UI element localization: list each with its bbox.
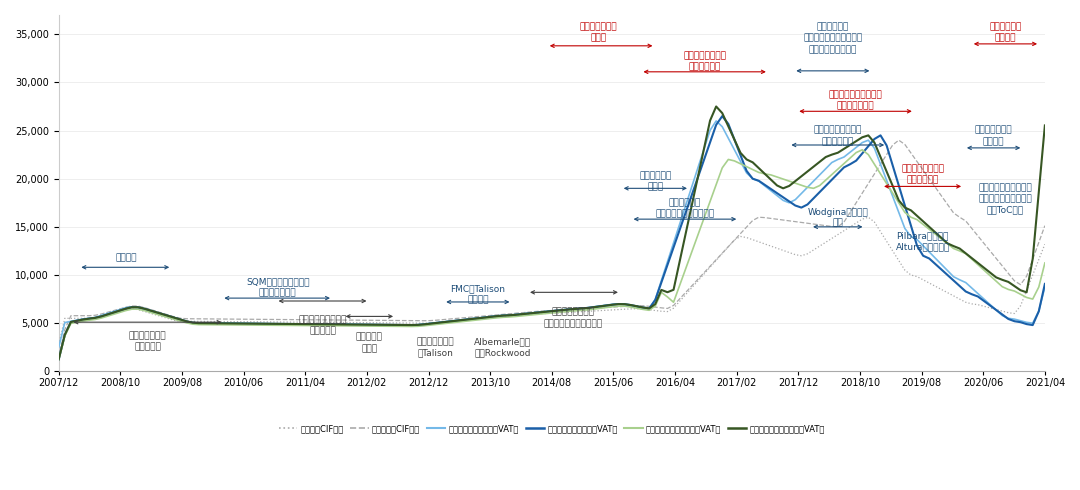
Text: 海外资源商涨价、国
内供给不足: 海外资源商涨价、国 内供给不足 bbox=[299, 316, 347, 336]
Text: 以玻陶、润滑脂
为需求主体: 以玻陶、润滑脂 为需求主体 bbox=[129, 331, 166, 351]
Text: 锂精矿供给实
质性短缺: 锂精矿供给实 质性短缺 bbox=[989, 23, 1022, 43]
Text: 金融危机: 金融危机 bbox=[116, 254, 136, 263]
Text: 疫情导致南美盐湖
产能投放延后: 疫情导致南美盐湖 产能投放延后 bbox=[901, 164, 944, 184]
Text: 电池级氢氧化锂享有高
溢价但快速收窄: 电池级氢氧化锂享有高 溢价但快速收窄 bbox=[828, 90, 882, 110]
Text: Pilbara宣布收购
Altura（已完成）: Pilbara宣布收购 Altura（已完成） bbox=[895, 232, 949, 252]
Legend: 碳酸锂，CIF欧洲, 氢氧化锂，CIF欧洲, 中国工业级碳酸锂（含VAT）, 中国电池级碳酸锂（含VAT）, 中国工业级氢氧化锂（含VAT）, 中国电池级氢氧化: 碳酸锂，CIF欧洲, 氢氧化锂，CIF欧洲, 中国工业级碳酸锂（含VAT）, 中… bbox=[275, 421, 828, 437]
Text: SQM开拓中国市场，中
国盐湖商去库存: SQM开拓中国市场，中 国盐湖商去库存 bbox=[246, 277, 309, 297]
Text: 锂精矿供给实质
性短缺: 锂精矿供给实质 性短缺 bbox=[579, 23, 617, 43]
Text: 电池消费进
入旺季: 电池消费进 入旺季 bbox=[356, 333, 382, 353]
Text: 天齐锂业完成收
购Talison: 天齐锂业完成收 购Talison bbox=[417, 338, 455, 358]
Text: FMC、Talison
开始涨价: FMC、Talison 开始涨价 bbox=[450, 285, 505, 305]
Text: 补贴大幅退坡
产业发展进入换挡期：由
政策导入到产品驱动: 补贴大幅退坡 产业发展进入换挡期：由 政策导入到产品驱动 bbox=[804, 23, 863, 54]
Text: 非洲、魁北克、西澳
锂矿产能出清: 非洲、魁北克、西澳 锂矿产能出清 bbox=[813, 126, 862, 146]
Text: 部分铁锂切换
为三元: 部分铁锂切换 为三元 bbox=[639, 171, 672, 191]
Text: 终端补贴导入驱动
中国新能源汽车补贴丰厚: 终端补贴导入驱动 中国新能源汽车补贴丰厚 bbox=[544, 308, 603, 328]
Text: 中游产能驱动
正极材料和电池大幅扩能: 中游产能驱动 正极材料和电池大幅扩能 bbox=[656, 198, 715, 218]
Text: 锂化工产能和精矿
消化能力不足: 锂化工产能和精矿 消化能力不足 bbox=[684, 51, 726, 72]
Text: 铁锂需求、产能
大幅增长: 铁锂需求、产能 大幅增长 bbox=[975, 126, 1012, 146]
Text: Wodgina矿山关停
维护: Wodgina矿山关停 维护 bbox=[808, 208, 868, 228]
Text: Albemarle完成
收购Rockwood: Albemarle完成 收购Rockwood bbox=[474, 338, 531, 358]
Text: 优秀车型开始涌现，欧
洲补贴丰厚快速上量，
中国ToC发力: 优秀车型开始涌现，欧 洲补贴丰厚快速上量， 中国ToC发力 bbox=[978, 184, 1032, 215]
